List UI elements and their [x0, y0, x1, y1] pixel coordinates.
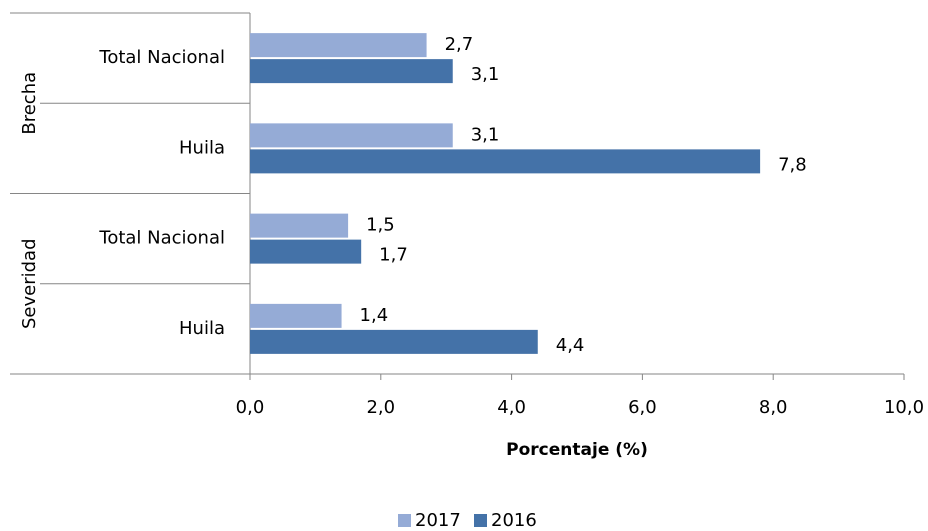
bar	[250, 59, 453, 84]
value-label: 2,7	[445, 34, 474, 55]
bar	[250, 213, 349, 238]
x-tick-label: 4,0	[497, 397, 526, 418]
value-label: 7,8	[778, 154, 807, 175]
x-tick-label: 0,0	[236, 397, 265, 418]
bar	[250, 239, 362, 264]
x-tick-label: 2,0	[366, 397, 395, 418]
legend-swatch	[398, 514, 411, 527]
value-label: 3,1	[471, 64, 500, 85]
group-label: Severidad	[19, 238, 40, 329]
value-label: 1,5	[366, 215, 395, 236]
bar	[250, 149, 761, 174]
bar	[250, 33, 427, 58]
category-label: Total Nacional	[98, 228, 225, 249]
x-tick-label: 10,0	[884, 397, 924, 418]
x-tick-label: 6,0	[628, 397, 657, 418]
value-label: 1,4	[360, 305, 389, 326]
category-label: Total Nacional	[98, 47, 225, 68]
category-label: Huila	[179, 318, 225, 339]
x-tick-label: 8,0	[759, 397, 788, 418]
value-label: 3,1	[471, 124, 500, 145]
bar	[250, 123, 453, 148]
legend-swatch	[474, 514, 487, 527]
x-axis-title: Porcentaje (%)	[506, 440, 648, 460]
bar	[250, 329, 538, 354]
value-label: 4,4	[556, 335, 585, 356]
group-label: Brecha	[19, 72, 40, 135]
bar	[250, 303, 342, 328]
legend-label: 2017	[415, 510, 461, 531]
legend-label: 2016	[491, 510, 537, 531]
category-label: Huila	[179, 137, 225, 158]
value-label: 1,7	[379, 245, 408, 266]
